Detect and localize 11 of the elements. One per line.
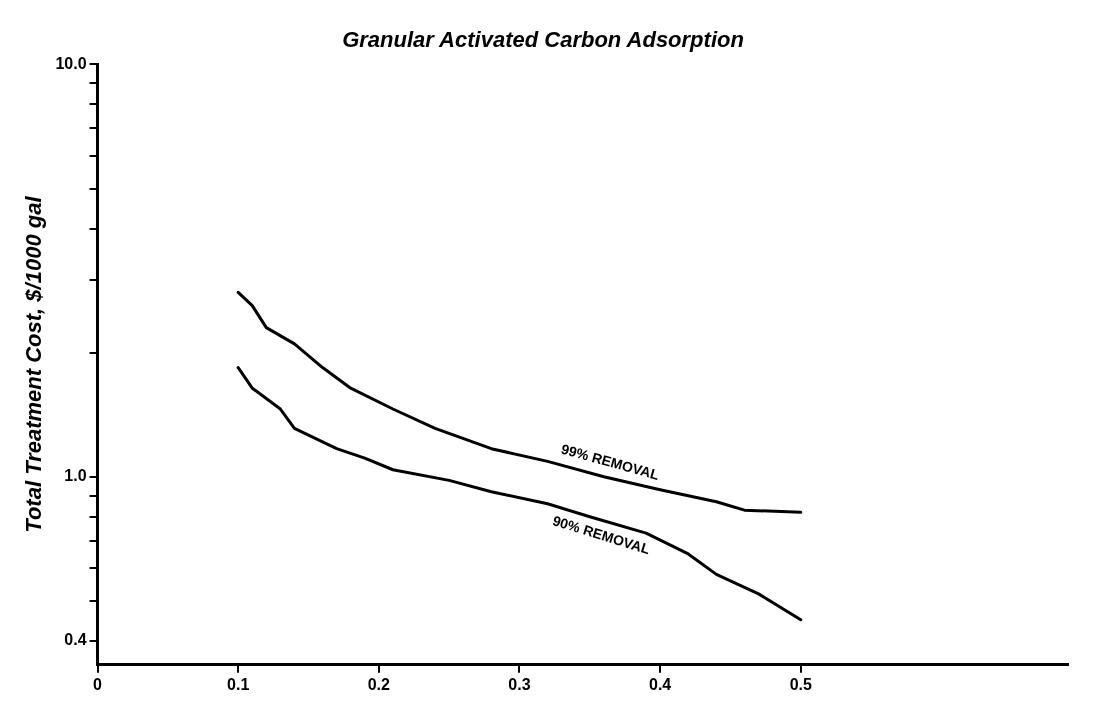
x-tick-label: 0.4 xyxy=(649,675,672,693)
x-tick-label: 0.3 xyxy=(508,675,531,693)
x-tick-label: 0.2 xyxy=(367,675,391,693)
chart-title: Granular Activated Carbon Adsorption xyxy=(342,27,744,53)
y-tick-label: 10.0 xyxy=(55,54,87,72)
y-tick-label: 0.4 xyxy=(64,631,87,649)
x-tick-label: 0 xyxy=(93,675,103,693)
x-tick-label: 0.1 xyxy=(227,675,250,693)
y-axis-title: Total Treatment Cost, $/1000 gal xyxy=(21,195,47,533)
x-tick-label: 0.5 xyxy=(789,675,812,693)
y-tick-label: 1.0 xyxy=(64,467,87,485)
